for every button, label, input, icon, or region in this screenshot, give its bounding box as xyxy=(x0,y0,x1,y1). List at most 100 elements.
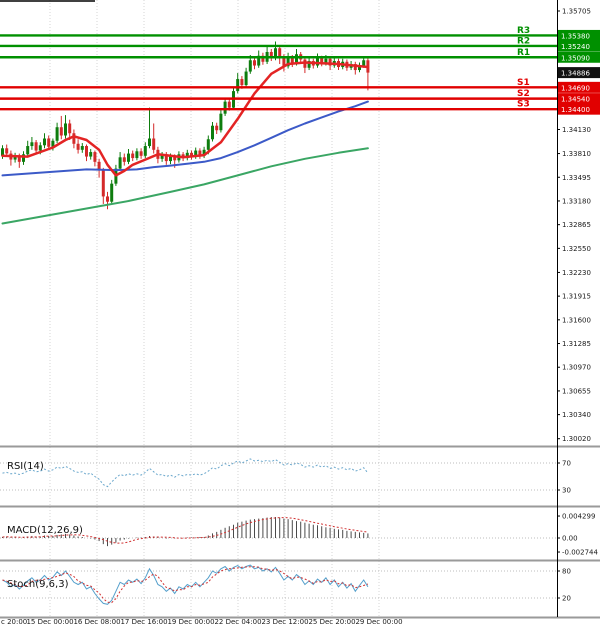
candle-body xyxy=(93,152,97,162)
candle-body xyxy=(85,146,88,157)
rsi-tick-label: 70 xyxy=(562,460,571,468)
candle-body xyxy=(194,150,198,157)
candle-body xyxy=(282,56,286,67)
candle-body xyxy=(152,138,156,150)
time-label: 16 Dec 08:00 xyxy=(73,618,120,626)
macd-tick-label: 0.00 xyxy=(562,535,578,543)
candle-body xyxy=(34,142,38,151)
candle-body xyxy=(253,60,256,66)
candle-body xyxy=(324,58,328,64)
candle-body xyxy=(89,152,93,157)
price-tick-label: 1.32865 xyxy=(562,221,591,229)
candle-body xyxy=(257,55,261,66)
pivot-label-r3: R3 xyxy=(517,26,530,36)
candle-body xyxy=(13,155,17,160)
candle-body xyxy=(139,151,143,156)
candle-body xyxy=(97,161,101,171)
price-tick-label: 1.32230 xyxy=(562,269,591,277)
candle-body xyxy=(169,156,172,162)
candle-body xyxy=(185,152,189,159)
candle-body xyxy=(101,170,105,197)
pivot-r2-badge xyxy=(558,40,600,52)
candle-body xyxy=(64,123,67,136)
candle-body xyxy=(223,101,227,114)
candle-body xyxy=(290,57,294,64)
candle-body xyxy=(269,51,273,59)
candle-body xyxy=(59,127,63,136)
candle-body xyxy=(122,157,126,162)
time-label: 22 Dec 04:00 xyxy=(214,618,261,626)
time-label: 15 Dec 00:00 xyxy=(26,618,73,626)
pivot-r3-badge-label: 1.35380 xyxy=(561,32,590,40)
candle-body xyxy=(22,154,25,162)
candle-body xyxy=(244,71,248,86)
price-tick-label: 1.33180 xyxy=(562,197,591,205)
candle-body xyxy=(127,153,130,162)
price-tick-label: 1.30655 xyxy=(562,387,591,395)
pivot-s1-badge xyxy=(558,81,600,93)
candle-body xyxy=(219,113,223,131)
ma-slow-green-line xyxy=(1,147,369,225)
candle-body xyxy=(131,153,135,159)
pivot-s2-badge xyxy=(558,93,600,105)
time-label: 17 Dec 16:00 xyxy=(120,618,167,626)
candle-body xyxy=(328,58,332,66)
price-tick-label: 1.31600 xyxy=(562,316,591,324)
candle-body xyxy=(320,58,324,64)
price-tick-label: 1.35705 xyxy=(562,7,591,15)
candle-body xyxy=(26,146,30,155)
candle-body xyxy=(135,151,139,159)
candle-body xyxy=(143,146,147,156)
candle-body xyxy=(227,101,231,108)
pivot-r3-badge xyxy=(558,29,600,41)
candle-body xyxy=(43,138,46,146)
candle-body xyxy=(5,148,9,154)
macd-signal-line xyxy=(2,517,368,544)
candle-body xyxy=(215,125,219,131)
candle-body xyxy=(261,55,265,62)
pivot-label-s1: S1 xyxy=(517,78,530,88)
candle-body xyxy=(30,142,34,147)
pivot-s1-badge-label: 1.34690 xyxy=(561,84,590,92)
stoch-k-line xyxy=(2,564,369,605)
price-tick-label: 1.30970 xyxy=(562,364,591,372)
candle-body xyxy=(80,146,84,150)
pivot-label-s3: S3 xyxy=(517,100,530,110)
price-tick-label: 1.30020 xyxy=(562,435,591,443)
rsi-panel-label: RSI(14) xyxy=(7,461,44,472)
ma-mid-blue-line xyxy=(1,100,369,177)
candle-body xyxy=(76,143,80,150)
candle-body xyxy=(202,149,206,156)
candle-body xyxy=(274,48,277,59)
stoch-tick-label: 80 xyxy=(562,568,571,576)
candle-body xyxy=(353,64,357,71)
candle-body xyxy=(38,145,42,151)
time-label: 19 Dec 00:00 xyxy=(167,618,214,626)
price-tick-label: 1.33810 xyxy=(562,150,591,158)
candle-body xyxy=(160,154,164,159)
candle-body xyxy=(68,123,72,134)
candle-body xyxy=(118,157,122,169)
candle-body xyxy=(51,140,55,147)
current-price-badge xyxy=(558,67,600,79)
price-tick-label: 1.32550 xyxy=(562,245,591,253)
price-tick-label: 1.34130 xyxy=(562,126,591,134)
pivot-s3-badge xyxy=(558,103,600,115)
candle-body xyxy=(211,125,214,140)
candle-body xyxy=(248,60,252,72)
candle-body xyxy=(106,196,109,202)
candle-body xyxy=(190,152,193,157)
pivot-r2-badge-label: 1.35240 xyxy=(561,43,590,51)
ma-fast-red-line xyxy=(1,61,370,177)
candle-body xyxy=(55,127,59,141)
stoch-panel-label: Stoch(9,6,3) xyxy=(7,579,69,590)
candle-body xyxy=(110,183,114,202)
candle-body xyxy=(206,139,210,150)
time-label: 23 Dec 12:00 xyxy=(261,618,308,626)
candle-body xyxy=(17,155,21,162)
price-tick-label: 1.33495 xyxy=(562,174,591,182)
candle-body xyxy=(316,58,319,66)
pivot-r1-badge xyxy=(558,51,600,63)
pivot-label-r2: R2 xyxy=(517,36,530,46)
